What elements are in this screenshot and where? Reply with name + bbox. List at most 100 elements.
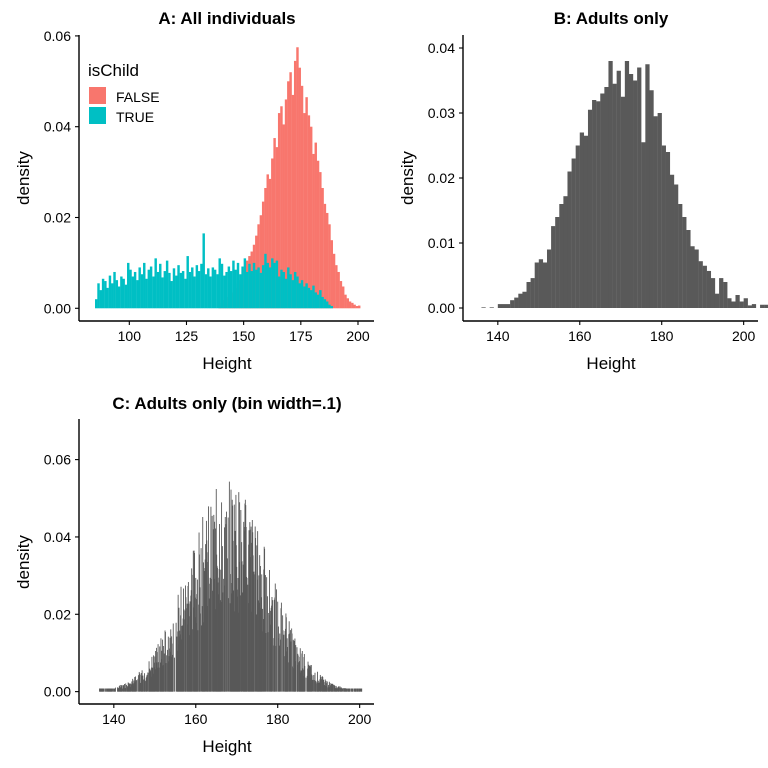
bar [298, 67, 301, 309]
bar [764, 304, 768, 308]
bar [669, 174, 675, 308]
bar [355, 306, 359, 309]
bar [268, 267, 272, 309]
y-tick-label: 0.06 [44, 452, 71, 468]
bar [216, 274, 219, 309]
bar [136, 280, 139, 309]
bar [200, 263, 203, 309]
bar [241, 266, 244, 309]
bar [303, 286, 306, 309]
bar [101, 278, 105, 309]
x-tick-label: 200 [346, 328, 370, 344]
bar [665, 152, 671, 308]
panel-c-bars [99, 481, 363, 692]
bar [184, 278, 187, 309]
bar [335, 265, 338, 309]
bar [223, 275, 226, 309]
x-tick-label: 160 [568, 328, 592, 344]
x-tick-label: 160 [184, 711, 208, 727]
bar [690, 246, 695, 308]
panel-c-ylabel: density [14, 535, 33, 589]
bar [131, 276, 135, 309]
bar [330, 240, 333, 309]
bar [530, 278, 535, 308]
bar [243, 258, 247, 309]
bar [723, 282, 728, 308]
bar [259, 272, 263, 309]
bar [293, 60, 297, 309]
bar [596, 101, 601, 308]
bar [282, 124, 285, 309]
bar [760, 304, 765, 308]
panel-a-ylabel: density [14, 151, 33, 205]
bar [305, 97, 308, 309]
bar [204, 274, 208, 309]
bar [211, 267, 215, 309]
bar [678, 204, 683, 308]
bar [321, 296, 324, 309]
bar [706, 270, 712, 308]
bar [287, 81, 290, 309]
y-tick-label: 0.04 [44, 529, 71, 545]
bar [510, 300, 515, 308]
bar [122, 278, 125, 309]
bar [719, 278, 724, 308]
bar [149, 266, 153, 309]
panel-c-title: C: Adults only (bin width=.1) [112, 394, 341, 413]
bar [280, 269, 283, 309]
bar [264, 187, 267, 309]
bar [197, 271, 201, 309]
bar [645, 64, 650, 308]
bar [271, 158, 274, 309]
bar [328, 304, 331, 309]
bar [104, 281, 107, 309]
bar [275, 147, 279, 309]
bar [175, 275, 178, 309]
bar [106, 287, 109, 309]
bar [154, 258, 157, 309]
bar [296, 47, 299, 309]
bar [526, 282, 531, 308]
bar [95, 299, 98, 309]
bar [620, 96, 625, 308]
bar [252, 262, 256, 309]
bar [710, 278, 716, 308]
bar [266, 262, 269, 309]
bar [341, 286, 345, 309]
bar [257, 267, 260, 309]
bar [312, 153, 315, 309]
y-tick-label: 0.02 [44, 209, 71, 225]
bar [257, 224, 260, 309]
bar [218, 258, 221, 309]
bar [239, 274, 242, 309]
bar [344, 294, 347, 309]
bar [661, 145, 666, 308]
legend-title: isChild [88, 61, 139, 80]
x-tick-label: 180 [266, 711, 290, 727]
bar [316, 294, 320, 309]
bar [305, 283, 308, 309]
bar [714, 293, 720, 308]
bar [207, 268, 210, 309]
bar [156, 271, 160, 309]
bar [319, 172, 322, 309]
y-tick-label: 0.06 [44, 28, 71, 44]
bar [181, 271, 185, 309]
bar [633, 80, 638, 308]
y-tick-label: 0.04 [44, 119, 71, 135]
bar [522, 291, 527, 308]
bar [209, 276, 212, 309]
bar [608, 61, 613, 308]
legend-label-true: TRUE [116, 109, 154, 125]
bar [575, 145, 580, 308]
bar [579, 132, 585, 308]
bar [567, 171, 572, 308]
y-tick-label: 0.02 [428, 170, 455, 186]
bar [138, 267, 141, 309]
bar [328, 224, 331, 309]
x-tick-label: 150 [232, 328, 256, 344]
legend-key-true [89, 107, 106, 124]
bar [583, 135, 589, 308]
bar [735, 295, 740, 308]
bar [694, 249, 699, 308]
